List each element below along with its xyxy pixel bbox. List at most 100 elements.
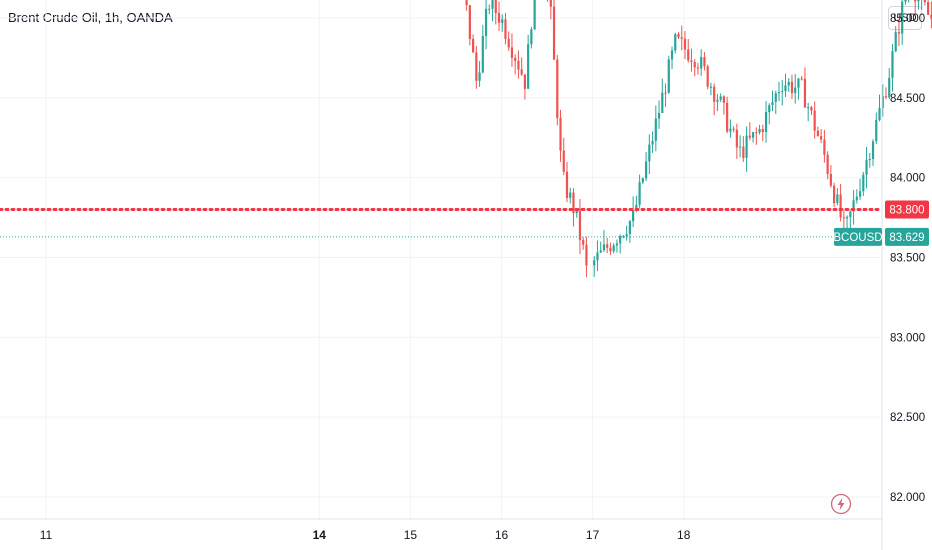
candle-body [790,81,794,94]
candle-body [813,110,816,131]
candle-body [755,132,758,134]
candle-body [606,244,609,248]
candle-body [842,217,845,219]
x-tick-label: 11 [40,528,53,542]
x-tick-label: 15 [404,528,418,542]
candle-body [674,34,677,51]
candle-body [748,135,751,138]
candle-body [771,101,774,106]
candle-body [465,0,468,6]
x-tick-label: 17 [586,528,600,542]
candle-body [556,59,559,119]
candle-body [888,77,891,98]
candle-body [719,96,722,100]
candle-body [927,2,930,15]
candle-body [845,217,849,219]
lightning-bolt-icon[interactable] [830,493,852,515]
y-tick-label: 82.500 [890,412,925,424]
candle-body [820,136,823,140]
candle-body [700,57,703,69]
candle-body [745,135,748,158]
candle-body [777,92,781,94]
horizontal-line-price-label-bg [885,200,929,219]
candles [465,0,932,278]
candle-body [585,244,588,266]
candle-body [478,72,481,81]
candle-body [764,112,768,133]
candle-body [628,221,631,235]
candle-body [696,67,700,69]
candle-body [836,194,839,204]
candle-body [494,0,497,14]
candle-body [638,182,641,205]
candle-body [881,96,884,109]
candle-body [612,245,615,252]
symbol-label-bg [834,227,882,246]
x-tick-label: 16 [495,528,509,542]
candle-body [807,107,810,109]
candle-body [839,194,842,218]
candle-body [491,0,494,9]
candle-body [667,59,670,93]
candle-body [761,128,764,133]
candle-body [520,69,523,75]
y-tick-label: 84.500 [890,93,925,105]
candle-body [593,260,596,266]
candle-body [507,38,510,48]
candle-body [504,19,507,39]
candle-body [517,60,520,70]
candle-body [488,8,491,10]
candle-body [803,78,807,108]
candle-body [572,192,575,214]
horizontal-lines [0,208,884,238]
candle-body [787,81,790,86]
last-price-label-bg [885,227,929,246]
candle-body [794,87,797,94]
x-tick-label: 18 [677,528,691,542]
candle-body [800,78,803,80]
candle-body [735,129,738,148]
candle-body [497,13,501,23]
candle-body [635,204,638,211]
candle-body [575,210,578,214]
candle-body [904,0,907,2]
candle-body [644,161,648,179]
candle-body [664,92,667,94]
y-tick-label: 83.000 [890,332,925,344]
candle-body [602,244,606,251]
candle-body [868,158,871,160]
candle-body [726,102,729,132]
candle-body [648,144,651,162]
candle-body [914,0,917,2]
x-tick-label: 14 [313,528,327,542]
candle-body [690,60,693,62]
candle-body [742,146,745,158]
candle-body [670,50,674,60]
horizontal-line-price-label: 83.800 [889,205,924,217]
candle-body [562,150,565,172]
candle-body [657,113,661,119]
candle-body [533,0,536,30]
candle-body [865,159,868,175]
candle-body [687,49,690,61]
candle-body [468,5,471,39]
candle-body [758,128,761,133]
candle-body [501,19,504,23]
last-price-label: 83.629 [889,232,924,244]
candle-body [917,0,920,2]
candle-body [862,174,865,192]
currency-button[interactable]: USD [888,6,922,30]
candle-body [582,239,585,245]
candle-body [569,192,572,198]
candle-body [781,91,784,93]
candle-body [471,38,475,53]
y-tick-label: 82.000 [890,492,925,504]
candle-body [661,92,664,114]
candle-body [599,250,602,253]
candle-body [596,252,599,261]
candle-body [706,66,709,87]
candle-body [709,86,713,88]
candle-body [833,185,836,204]
